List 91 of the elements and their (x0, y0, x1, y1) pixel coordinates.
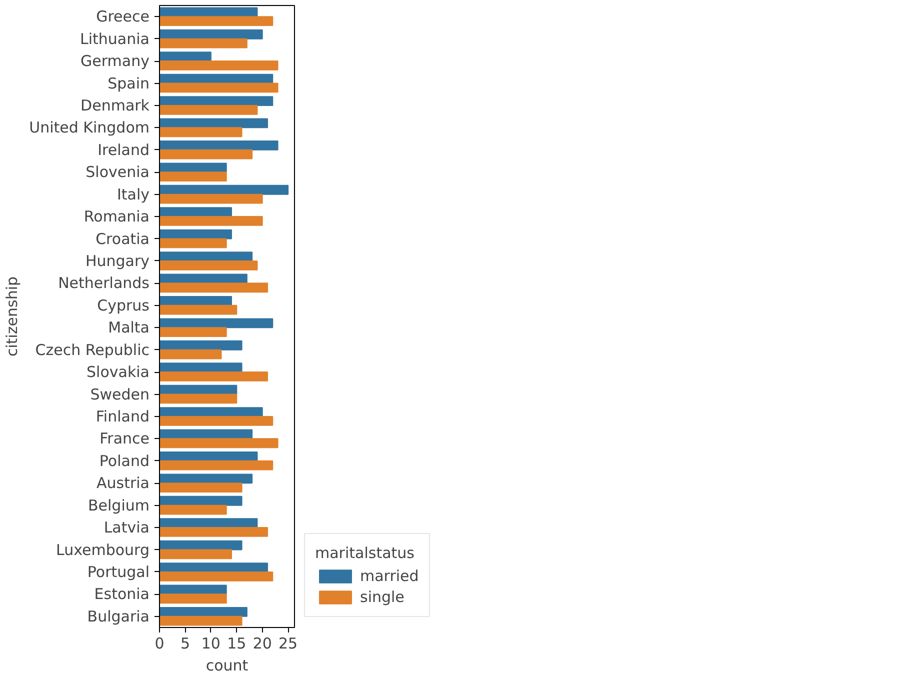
bar (160, 349, 222, 360)
bar (160, 327, 227, 337)
bar (160, 7, 258, 18)
y-tick-label: Germany (80, 52, 150, 70)
y-tick-label: Slovakia (86, 363, 150, 382)
bar (160, 149, 253, 160)
y-tick-label: Ireland (98, 140, 150, 159)
y-tick-label: Poland (99, 452, 150, 470)
y-tick-label: Hungary (85, 252, 150, 270)
y-axis-title: citizenship (3, 276, 22, 357)
bar (160, 184, 289, 195)
bar (160, 518, 258, 528)
bar (160, 304, 238, 315)
x-axis-title: count (206, 656, 248, 674)
y-tick-label: Greece (96, 8, 150, 26)
bar (160, 252, 253, 262)
bar (160, 571, 274, 582)
bar (160, 372, 268, 382)
y-tick-label: Spain (108, 74, 150, 92)
y-tick-label: Romania (84, 208, 150, 226)
bar (160, 452, 258, 462)
y-tick-label: France (100, 430, 150, 448)
bar (160, 562, 268, 572)
bar (160, 296, 232, 306)
y-tick-label: Finland (96, 407, 150, 426)
bar (160, 162, 227, 173)
bar (160, 460, 274, 470)
bar (160, 127, 242, 138)
x-tick-label: 15 (227, 634, 246, 652)
bar (160, 38, 248, 48)
bar (160, 29, 263, 40)
bar (160, 594, 227, 604)
bar (160, 607, 248, 617)
x-tick-label: 25 (278, 634, 298, 652)
y-tick-label: Denmark (80, 96, 150, 114)
bar (160, 527, 268, 537)
y-tick-label: Cyprus (97, 296, 150, 314)
bar (160, 172, 227, 182)
bar (160, 282, 268, 293)
x-tick-label: 5 (180, 634, 190, 652)
y-tick-label: Latvia (104, 518, 150, 537)
bar (160, 384, 238, 395)
bar (160, 238, 227, 248)
y-tick-label: Malta (108, 318, 150, 337)
bar (160, 318, 274, 328)
y-tick-label: Belgium (88, 496, 150, 514)
bar (160, 438, 278, 448)
bar (160, 394, 238, 404)
bar (160, 496, 242, 506)
legend-label: married (360, 567, 419, 585)
y-tick-label: Czech Republic (35, 340, 150, 359)
bar (160, 74, 274, 84)
bar (160, 549, 232, 560)
bar (160, 194, 263, 204)
bar (160, 82, 278, 93)
bar (160, 207, 232, 218)
y-tick-label: Sweden (90, 385, 150, 404)
bar (160, 540, 242, 550)
bar (160, 416, 274, 426)
bar (160, 407, 263, 417)
y-tick-label: Bulgaria (87, 607, 150, 626)
bar (160, 229, 232, 240)
bar (160, 216, 263, 226)
y-tick-label: Lithuania (80, 30, 150, 48)
y-tick-label: Estonia (94, 585, 150, 604)
y-tick-label: Croatia (96, 230, 150, 248)
bar (160, 16, 274, 26)
y-tick-label: Italy (116, 185, 150, 204)
y-tick-label: Netherlands (58, 274, 150, 292)
bar (160, 260, 258, 270)
bar (160, 616, 242, 626)
bar (160, 104, 258, 115)
y-tick-label: Portugal (87, 562, 150, 581)
y-tick-label: Austria (96, 474, 150, 492)
bar (160, 362, 242, 373)
legend-title: maritalstatus (315, 544, 416, 562)
bar (160, 140, 278, 150)
y-tick-label: United Kingdom (29, 118, 150, 137)
bar (160, 60, 278, 70)
y-tick-label: Luxembourg (56, 540, 150, 559)
bar (160, 482, 242, 492)
x-tick-label: 10 (201, 634, 220, 652)
legend-label: single (360, 588, 404, 606)
x-tick-label: 0 (154, 634, 164, 652)
bar (160, 340, 242, 350)
bar (160, 474, 253, 484)
bar (160, 96, 274, 106)
bar (160, 504, 227, 515)
bar (160, 52, 212, 62)
x-tick-label: 20 (252, 634, 272, 652)
y-tick-label: Slovenia (86, 163, 150, 182)
